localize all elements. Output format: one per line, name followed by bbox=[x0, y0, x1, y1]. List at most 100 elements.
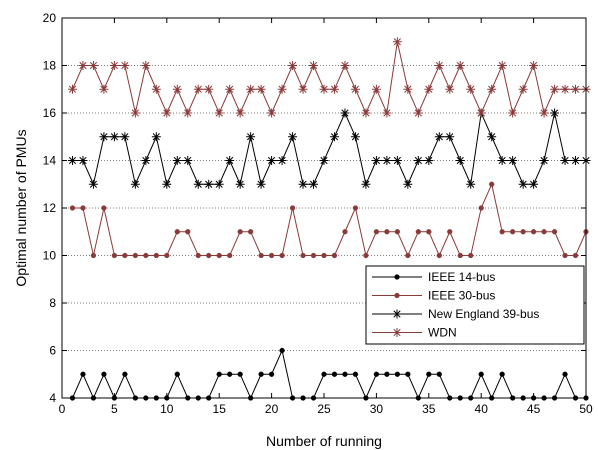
data-point bbox=[499, 371, 505, 377]
data-point bbox=[193, 84, 203, 94]
data-point bbox=[235, 179, 245, 189]
series-ieee-14-bus bbox=[69, 347, 589, 401]
axes: 4 6 8 10 12 14 16 18 20 0 5 10 15 20 25 30 35 40 45 50 bbox=[43, 11, 593, 416]
data-point bbox=[225, 84, 235, 94]
y-tick-label: 8 bbox=[49, 296, 56, 310]
legend-item: WDN bbox=[372, 326, 457, 340]
data-point bbox=[445, 84, 455, 94]
data-point bbox=[455, 156, 465, 165]
x-tick-label: 5 bbox=[111, 402, 118, 416]
data-point bbox=[256, 179, 266, 189]
data-point bbox=[530, 229, 537, 235]
data-point bbox=[340, 61, 350, 70]
x-tick-label: 0 bbox=[59, 402, 66, 416]
data-point bbox=[350, 132, 360, 142]
data-point bbox=[78, 61, 88, 70]
legend-label: IEEE 30-bus bbox=[428, 289, 495, 303]
data-point bbox=[363, 252, 369, 259]
data-point bbox=[373, 371, 380, 377]
data-point bbox=[562, 371, 568, 377]
data-point bbox=[487, 132, 497, 142]
data-point bbox=[426, 371, 432, 377]
data-point bbox=[403, 179, 413, 189]
data-point bbox=[101, 371, 107, 377]
data-point bbox=[508, 156, 518, 165]
data-point bbox=[204, 84, 214, 94]
x-tick-label: 15 bbox=[213, 402, 227, 416]
data-point bbox=[447, 229, 453, 235]
data-point bbox=[67, 156, 77, 165]
data-point bbox=[183, 156, 193, 165]
data-point bbox=[497, 156, 507, 165]
y-tick-label: 20 bbox=[43, 11, 57, 25]
data-point bbox=[373, 229, 380, 235]
data-point bbox=[539, 108, 549, 118]
data-point bbox=[80, 205, 86, 211]
data-point bbox=[457, 252, 463, 259]
data-point bbox=[216, 371, 222, 377]
series-line bbox=[72, 348, 586, 400]
data-point bbox=[279, 347, 285, 354]
data-point bbox=[101, 205, 107, 211]
x-tick-label: 35 bbox=[422, 402, 436, 416]
data-point bbox=[183, 108, 193, 118]
data-point bbox=[509, 229, 516, 235]
data-point bbox=[120, 132, 130, 142]
data-point bbox=[476, 108, 486, 118]
data-point bbox=[214, 108, 224, 118]
data-point bbox=[247, 229, 254, 235]
data-point bbox=[109, 61, 119, 70]
data-point bbox=[340, 108, 350, 118]
data-point bbox=[550, 84, 560, 94]
data-point bbox=[551, 229, 558, 235]
data-point bbox=[403, 84, 413, 94]
data-point bbox=[508, 108, 518, 118]
y-tick-label: 18 bbox=[43, 59, 57, 73]
legend-label: New England 39-bus bbox=[428, 307, 539, 321]
data-point bbox=[246, 132, 256, 142]
data-point bbox=[571, 156, 581, 165]
data-point bbox=[227, 252, 233, 259]
legend-label: WDN bbox=[428, 326, 457, 340]
data-point bbox=[321, 252, 327, 259]
data-point bbox=[331, 252, 338, 259]
legend-item: IEEE 30-bus bbox=[372, 289, 495, 303]
data-point bbox=[392, 37, 402, 47]
data-point bbox=[466, 179, 476, 189]
legend-label: IEEE 14-bus bbox=[428, 270, 495, 284]
data-point bbox=[405, 252, 411, 259]
y-tick-label: 16 bbox=[43, 106, 57, 120]
data-point bbox=[572, 252, 579, 259]
data-point bbox=[141, 61, 151, 70]
data-point bbox=[193, 179, 203, 189]
data-point bbox=[237, 229, 243, 235]
data-point bbox=[413, 156, 423, 165]
data-point bbox=[571, 84, 581, 94]
data-point bbox=[99, 84, 109, 94]
series-wdn bbox=[67, 37, 591, 118]
data-point bbox=[268, 371, 275, 377]
data-point bbox=[99, 132, 109, 142]
data-point bbox=[88, 179, 98, 189]
data-point bbox=[164, 252, 170, 259]
data-point bbox=[455, 61, 465, 70]
data-point bbox=[518, 84, 528, 94]
data-point bbox=[384, 371, 390, 377]
data-point bbox=[298, 84, 308, 94]
data-point bbox=[342, 229, 348, 235]
data-point bbox=[132, 252, 139, 259]
y-tick-label: 6 bbox=[49, 344, 56, 358]
data-point bbox=[214, 179, 224, 189]
data-point bbox=[329, 132, 339, 142]
data-point bbox=[394, 229, 401, 235]
data-point bbox=[405, 371, 411, 377]
legend-item: New England 39-bus bbox=[372, 307, 539, 321]
x-tick-label: 25 bbox=[317, 402, 331, 416]
data-point bbox=[434, 132, 444, 142]
data-point bbox=[487, 84, 497, 94]
data-point bbox=[141, 156, 151, 165]
data-point bbox=[371, 156, 381, 165]
y-tick-label: 4 bbox=[49, 391, 56, 405]
legend: IEEE 14-bus IEEE 30-bus New England 39-bus… bbox=[365, 265, 585, 345]
data-point bbox=[120, 61, 130, 70]
